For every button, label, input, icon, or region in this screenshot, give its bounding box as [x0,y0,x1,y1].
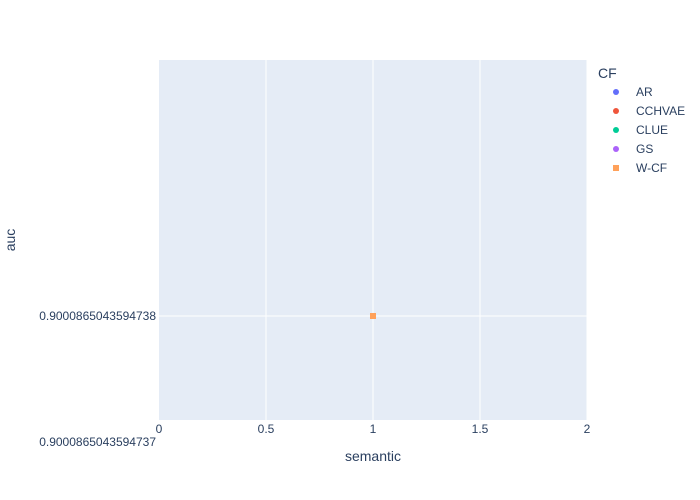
legend-item-w-cf[interactable]: W-CF [613,161,667,175]
legend-item-gs[interactable]: GS [613,142,653,156]
legend-label: GS [636,142,653,156]
legend: CF AR CCHVAE CLUE GS W-CF [598,65,685,175]
y-tick-label-bottom: 0.9000865043594737 [39,435,156,449]
y-tick-label: 0.9000865043594738 [39,309,156,323]
legend-marker [613,146,619,152]
legend-marker [613,165,619,171]
legend-marker [613,89,619,95]
legend-label: CLUE [636,123,668,137]
legend-title: CF [598,65,617,81]
legend-label: AR [636,85,653,99]
grid-lines [159,60,588,420]
y-tick-labels: 0.9000865043594738 0.9000865043594737 [39,309,156,449]
x-tick-label: 1.5 [472,422,489,436]
x-tick-labels: 0 0.5 1 1.5 2 [156,422,591,436]
legend-item-clue[interactable]: CLUE [613,123,668,137]
data-points [370,313,376,319]
x-axis-title: semantic [345,448,401,464]
x-tick-label: 2 [584,422,591,436]
x-tick-label: 0 [156,422,163,436]
y-axis-title: auc [2,229,18,252]
x-tick-label: 1 [370,422,377,436]
legend-label: CCHVAE [636,104,685,118]
legend-label: W-CF [636,161,667,175]
legend-item-ar[interactable]: AR [613,85,653,99]
legend-marker [613,127,619,133]
legend-marker [613,108,619,114]
x-tick-label: 0.5 [258,422,275,436]
data-point-w-cf [370,313,376,319]
legend-item-cchvae[interactable]: CCHVAE [613,104,685,118]
